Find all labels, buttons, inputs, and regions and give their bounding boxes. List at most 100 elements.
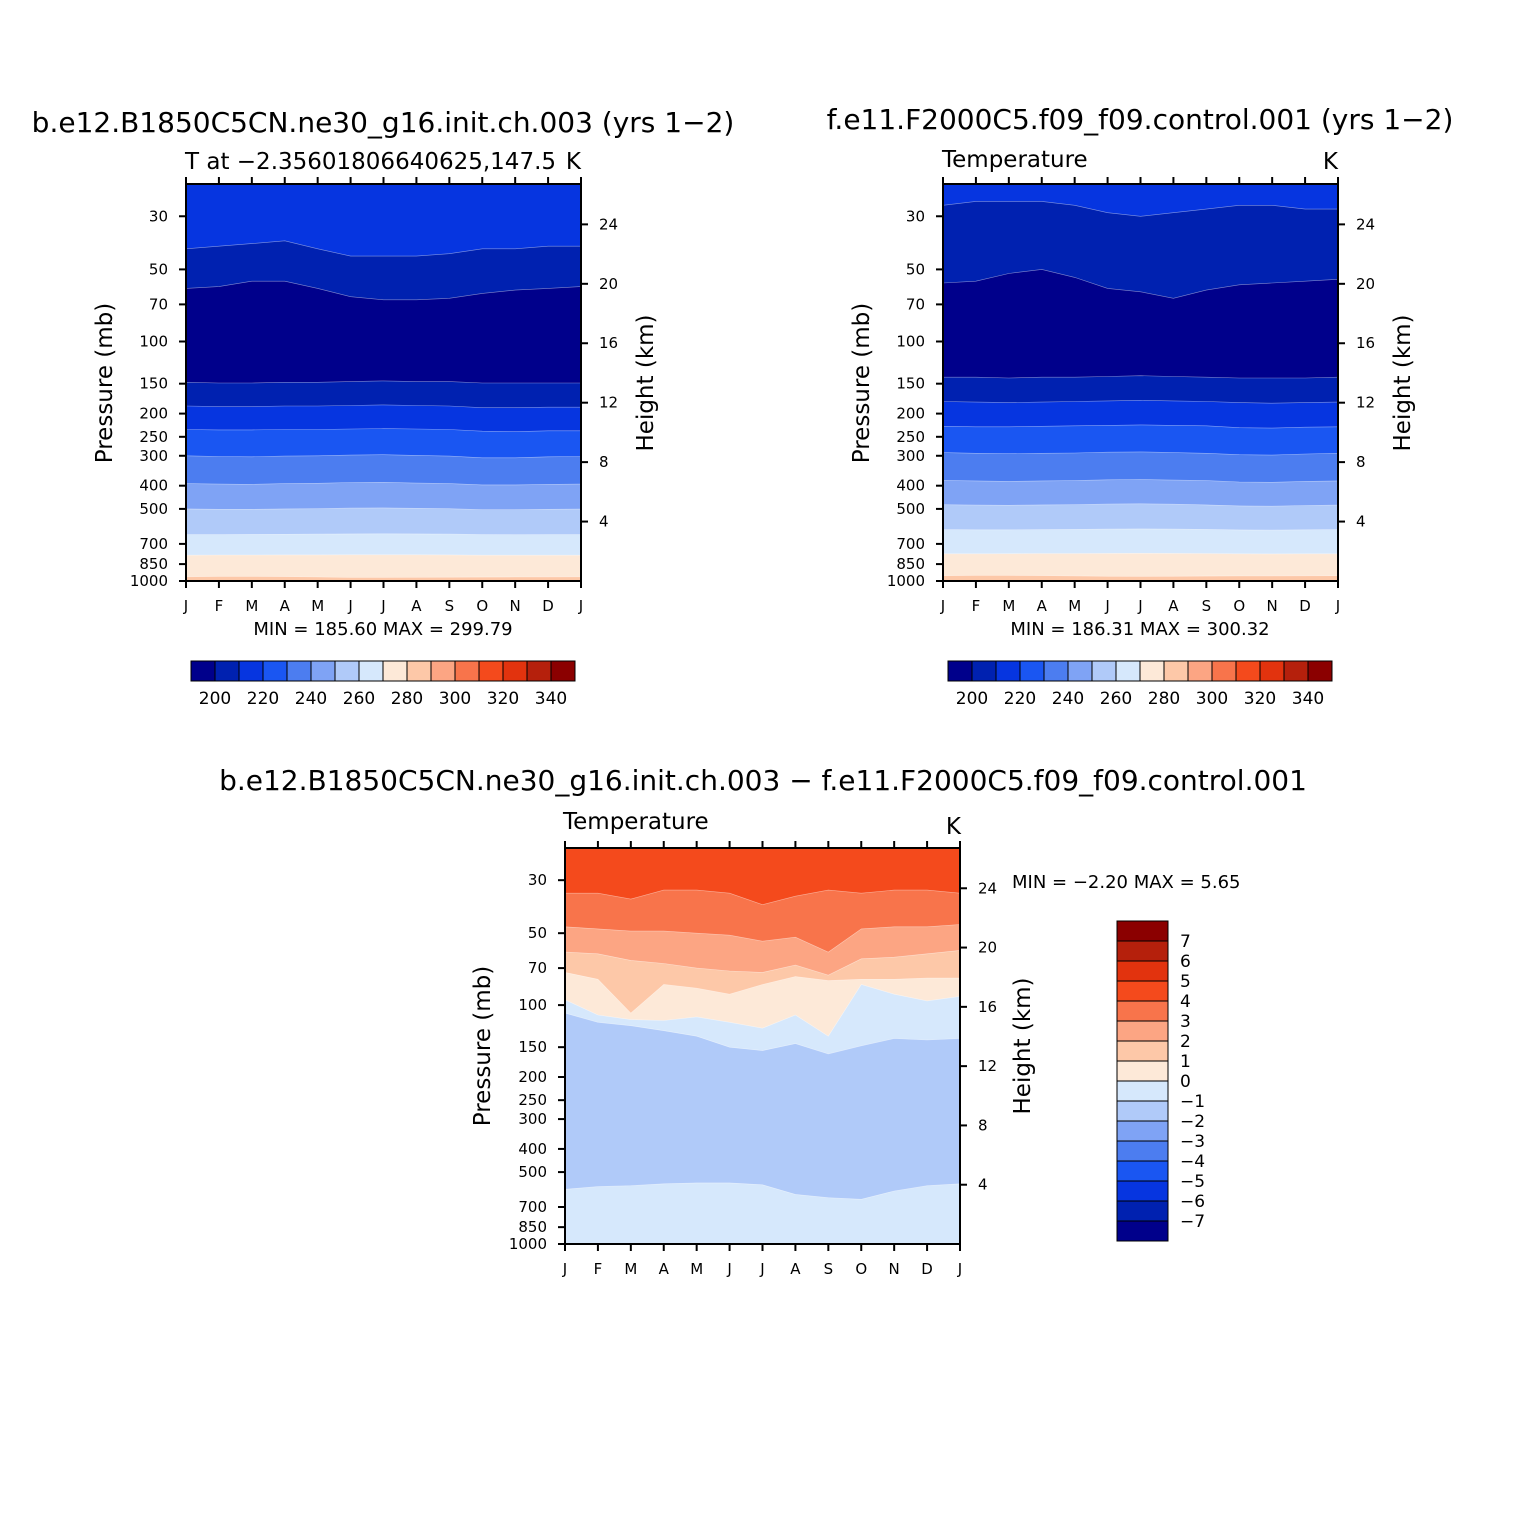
contour-line	[186, 533, 581, 536]
x-tick-label: A	[1168, 597, 1179, 615]
y-tick-label: 100	[518, 996, 547, 1014]
contour-line	[943, 503, 1338, 507]
colorbar-swatch	[214, 660, 240, 682]
x-tick-label: A	[411, 597, 422, 615]
x-tick-label: D	[542, 597, 554, 615]
y-tick-label: 150	[139, 375, 168, 393]
y-tick-label: 250	[139, 428, 168, 446]
y-tick-label: 100	[139, 332, 168, 350]
panel-1-subtitle: T at −2.35601806640625,147.5	[184, 149, 556, 175]
colorbar-swatch	[1139, 660, 1165, 682]
x-tick-label: J	[380, 597, 385, 615]
panel-1-ylabel-right: Height (km)	[633, 314, 659, 451]
x-tick-label: A	[659, 1260, 670, 1278]
colorbar-label: 340	[1292, 689, 1324, 709]
colorbar-swatch	[334, 660, 360, 682]
colorbar-swatch	[1116, 1000, 1169, 1022]
y-right-tick-label: 12	[599, 394, 618, 412]
colorbar-label: −7	[1180, 1212, 1205, 1232]
x-tick-label: J	[1335, 597, 1340, 615]
y-right-tick-label: 8	[978, 1116, 988, 1134]
colorbar-label: 220	[1004, 689, 1036, 709]
y-right-tick-label: 4	[1356, 513, 1366, 531]
x-tick-label: M	[1068, 597, 1081, 615]
y-tick-label: 50	[528, 924, 547, 942]
colorbar-swatch	[1116, 1020, 1169, 1042]
panel-3-units: K	[946, 814, 962, 840]
colorbar-label: −2	[1180, 1112, 1205, 1132]
colorbar-swatch	[1116, 1160, 1169, 1182]
colorbar-swatch	[1116, 1060, 1169, 1082]
x-tick-label: M	[245, 597, 258, 615]
y-tick-label: 70	[149, 295, 168, 313]
panel-3-stats: MIN = −2.20 MAX = 5.65	[1012, 872, 1241, 893]
panel-3-ylabel: Pressure (mb)	[470, 966, 496, 1126]
y-tick-label: 50	[149, 260, 168, 278]
y-tick-label: 300	[139, 447, 168, 465]
colorbar-swatch	[1211, 660, 1237, 682]
x-tick-label: J	[957, 1260, 962, 1278]
x-tick-label: S	[445, 597, 455, 615]
colorbar-swatch	[1283, 660, 1309, 682]
colorbar-swatch	[1091, 660, 1117, 682]
colorbar-label: 260	[1100, 689, 1132, 709]
colorbar-label: 300	[439, 689, 471, 709]
contour-band	[943, 575, 1338, 581]
contour-band	[943, 553, 1338, 581]
x-tick-label: M	[624, 1260, 637, 1278]
colorbar-swatch	[1187, 660, 1213, 682]
y-tick-label: 150	[518, 1038, 547, 1056]
x-tick-label: N	[1267, 597, 1278, 615]
x-tick-label: M	[690, 1260, 703, 1278]
y-tick-label: 300	[518, 1110, 547, 1128]
contour-line	[186, 404, 581, 408]
colorbar-swatch	[1116, 960, 1169, 982]
contour-line	[943, 399, 1338, 404]
x-tick-label: D	[921, 1260, 933, 1278]
y-tick-label: 200	[896, 405, 925, 423]
colorbar-label: 2	[1180, 1032, 1191, 1052]
panel-3-ylabel-right: Height (km)	[1010, 977, 1036, 1114]
colorbar-swatch	[1116, 1220, 1169, 1242]
panel-3-title: b.e12.B1850C5CN.ne30_g16.init.ch.003 − f…	[219, 764, 1307, 797]
contour-line	[943, 201, 1338, 217]
x-tick-label: J	[1137, 597, 1142, 615]
colorbar-swatch	[1116, 1040, 1169, 1062]
colorbar-label: 300	[1196, 689, 1228, 709]
panel-3-subtitle: Temperature	[562, 809, 709, 835]
colorbar-swatch	[262, 660, 288, 682]
colorbar-label: 200	[199, 689, 231, 709]
colorbar-swatch	[1116, 1200, 1169, 1222]
colorbar-swatch	[1019, 660, 1045, 682]
colorbar-swatch	[190, 660, 216, 682]
y-tick-label: 1000	[509, 1235, 547, 1253]
colorbar-label: 240	[1052, 689, 1084, 709]
y-right-tick-label: 12	[978, 1057, 997, 1075]
y-tick-label: 700	[518, 1198, 547, 1216]
contour-band	[565, 1182, 960, 1244]
contour-line	[186, 481, 581, 486]
colorbar-swatch	[1259, 660, 1285, 682]
panel-2-title: f.e11.F2000C5.f09_f09.control.001 (yrs 1…	[827, 103, 1454, 136]
contour-line	[943, 269, 1338, 299]
panel-model-2: f.e11.F2000C5.f09_f09.control.001 (yrs 1…	[827, 103, 1454, 709]
panel-model-1: b.e12.B1850C5CN.ne30_g16.init.ch.003 (yr…	[32, 106, 735, 709]
x-tick-label: S	[1202, 597, 1212, 615]
y-tick-label: 250	[518, 1091, 547, 1109]
colorbar-swatch	[1067, 660, 1093, 682]
colorbar-swatch	[947, 660, 973, 682]
y-tick-label: 400	[896, 477, 925, 495]
x-tick-label: J	[940, 597, 945, 615]
contour-line	[943, 552, 1338, 555]
colorbar-swatch	[995, 660, 1021, 682]
contour-line	[565, 972, 960, 1014]
contour-line	[565, 1012, 960, 1055]
colorbar-label: 260	[343, 689, 375, 709]
colorbar-swatch	[550, 660, 576, 682]
y-tick-label: 30	[528, 871, 547, 889]
colorbar-swatch	[1115, 660, 1141, 682]
panel-1-colorbar: 200 220 240 260 280 300 320 340	[190, 660, 576, 709]
panel-1-title: b.e12.B1850C5CN.ne30_g16.init.ch.003 (yr…	[32, 106, 735, 139]
y-right-tick-label: 20	[978, 939, 997, 957]
